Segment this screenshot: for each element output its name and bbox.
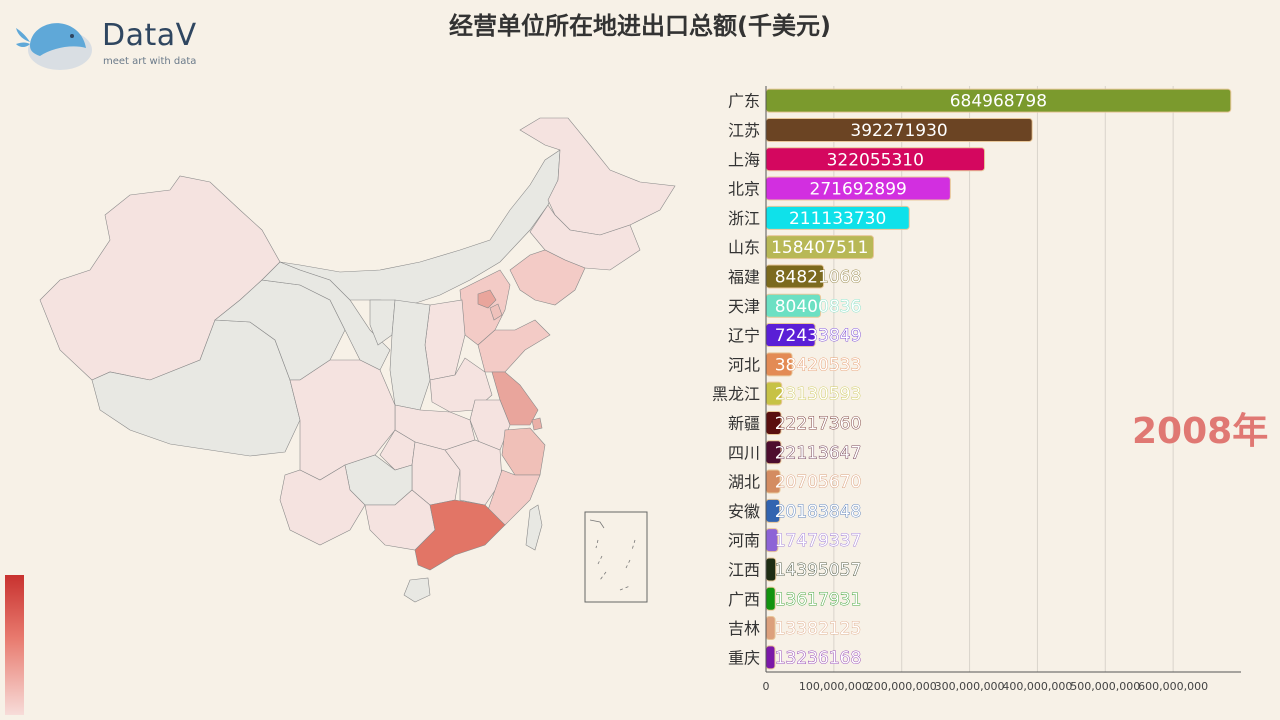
- x-tick-label: 300,000,000: [935, 680, 1005, 693]
- value-label: 38420533: [775, 355, 862, 375]
- category-label: 安徽: [728, 502, 760, 521]
- value-label: 20183848: [775, 502, 862, 522]
- value-label: 13382125: [775, 619, 862, 639]
- whale-icon: [16, 23, 92, 70]
- category-label: 辽宁: [728, 326, 760, 345]
- category-label: 上海: [728, 150, 760, 169]
- category-label: 广东: [728, 92, 760, 111]
- value-label: 13617931: [775, 590, 862, 610]
- datav-logo: DataV meet art with data: [12, 14, 222, 74]
- category-label: 河南: [728, 531, 760, 550]
- logo-name: DataV: [102, 18, 197, 53]
- x-tick-label: 600,000,000: [1138, 680, 1208, 693]
- value-label: 13236168: [775, 648, 862, 668]
- category-label: 重庆: [728, 648, 760, 667]
- bar[interactable]: [765, 645, 776, 670]
- value-label: 72433849: [775, 326, 862, 346]
- region-hainan[interactable]: [403, 577, 431, 603]
- value-label: 84821068: [775, 267, 862, 287]
- region-guangdong[interactable]: [414, 499, 506, 571]
- value-label: 20705670: [775, 473, 862, 493]
- value-label: 392271930: [850, 121, 947, 141]
- value-label: 17479337: [775, 531, 862, 551]
- category-label: 河北: [728, 355, 760, 374]
- category-label: 浙江: [728, 209, 760, 228]
- category-label: 福建: [728, 267, 760, 286]
- value-label: 80400836: [775, 297, 862, 317]
- x-tick-label: 0: [763, 680, 770, 693]
- region-jiangxi[interactable]: [444, 439, 503, 506]
- region-tianjin[interactable]: [489, 303, 503, 321]
- region-jilin[interactable]: [529, 204, 641, 271]
- south-china-sea-inset: [584, 511, 648, 603]
- category-label: 新疆: [728, 414, 760, 433]
- category-label: 吉林: [728, 619, 760, 638]
- category-label: 北京: [728, 180, 760, 199]
- x-tick-label: 500,000,000: [1070, 680, 1140, 693]
- region-yunnan[interactable]: [279, 464, 366, 546]
- value-label: 322055310: [827, 150, 924, 170]
- value-label: 22217360: [775, 414, 862, 434]
- china-map: [39, 117, 676, 603]
- region-liaoning[interactable]: [509, 249, 586, 306]
- value-label: 14395057: [775, 560, 862, 580]
- value-label: 684968798: [950, 92, 1047, 112]
- value-label: 23130593: [775, 385, 862, 405]
- region-taiwan[interactable]: [525, 504, 543, 551]
- chart-title: 经营单位所在地进出口总额(千美元): [449, 12, 831, 40]
- x-tick-label: 400,000,000: [1002, 680, 1072, 693]
- value-label: 22113647: [775, 443, 862, 463]
- region-ningxia[interactable]: [369, 299, 396, 346]
- category-label: 黑龙江: [712, 385, 760, 404]
- category-label: 天津: [728, 297, 760, 316]
- x-tick-label: 200,000,000: [867, 680, 937, 693]
- value-label: 271692899: [810, 180, 907, 200]
- category-label: 山东: [728, 238, 760, 257]
- value-label: 158407511: [771, 238, 868, 258]
- year-label: 2008年: [1132, 411, 1269, 452]
- region-shandong[interactable]: [477, 319, 551, 373]
- x-tick-label: 100,000,000: [799, 680, 869, 693]
- category-label: 广西: [728, 590, 760, 609]
- category-label: 江西: [728, 560, 760, 579]
- color-scale-legend: [5, 575, 24, 715]
- logo-tagline: meet art with data: [103, 56, 197, 67]
- region-beijing[interactable]: [477, 289, 497, 309]
- region-henan[interactable]: [429, 357, 493, 413]
- region-qinghai[interactable]: [214, 279, 346, 381]
- category-label: 四川: [728, 443, 760, 462]
- region-shanghai[interactable]: [531, 417, 543, 431]
- value-label: 211133730: [789, 209, 886, 229]
- category-label: 江苏: [728, 121, 760, 140]
- bar[interactable]: [765, 616, 776, 641]
- category-label: 湖北: [728, 473, 760, 492]
